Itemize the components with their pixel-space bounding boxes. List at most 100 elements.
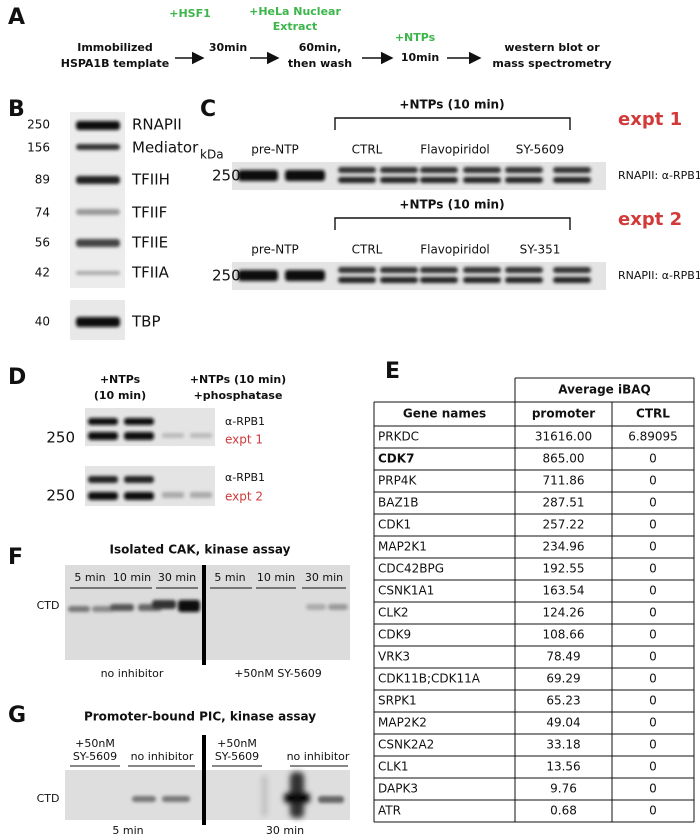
kda-label: 56 [35,236,50,250]
experiment-label: expt 1 [225,433,263,447]
gene-name: VRK3 [378,650,410,664]
ctrl-value: 0 [649,584,657,598]
ctrl-value: 0 [649,518,657,532]
promoter-value: 65.23 [546,694,580,708]
time-label: 5 min [214,571,245,584]
condition-label: SY-5609 [73,750,117,763]
lane-label: SY-5609 [516,143,564,157]
panel-e: E Average iBAQ Gene names promoter CTRL PRKD… [373,359,695,823]
band [380,177,418,183]
ctrl-value: 0 [649,804,657,818]
band [553,167,591,173]
ctrl-value: 0 [649,716,657,730]
table: Average iBAQ Gene names promoter CTRL PRKDC 3… [373,377,695,823]
protein-label: Mediator [132,139,199,157]
band [338,267,376,273]
kda-label: 250 [27,118,50,132]
protein-label: TFIIA [131,264,170,282]
condition-label: SY-5609 [215,750,259,763]
ctrl-value: 0 [649,474,657,488]
protein-label: TFIIH [131,171,170,189]
panel-title: Isolated CAK, kinase assay [110,543,291,557]
divider [202,565,206,665]
bands [238,267,591,283]
antibody-label: α-RPB1 [225,471,265,484]
gel [85,408,215,446]
kda-label: 156 [27,141,50,155]
condition-label: no inhibitor [101,667,164,680]
kda-label: 42 [35,266,50,280]
panel-title: Promoter-bound PIC, kinase assay [84,710,316,724]
lane-label: +NTPs [100,373,141,386]
gene-name: CLK2 [378,606,409,620]
band [285,170,325,181]
protein-label: TFIIF [131,204,167,222]
blot-label: RNAPII: α-RPB1 [618,269,700,282]
ctrl-value: 0 [649,562,657,576]
band [420,267,458,273]
addition-label: +NTPs [395,31,436,44]
condition-label: no inhibitor [131,750,194,763]
gene-name: DAPK3 [378,782,418,796]
panel-letter: B [8,97,25,122]
kda-label: 89 [35,173,50,187]
template-label: HSPA1B template [61,57,170,70]
promoter-value: 0.68 [550,804,577,818]
band [553,177,591,183]
bands [262,772,310,818]
ctrl-value: 0 [649,606,657,620]
bracket [334,117,571,130]
lane-label: Flavopiridol [420,143,490,157]
promoter-value: 124.26 [543,606,585,620]
band [338,177,376,183]
ctrl-value: 0 [649,628,657,642]
band [380,277,418,283]
ctrl-value: 0 [649,672,657,686]
readout-label: western blot or [504,41,600,54]
band-label: CTD [37,792,60,805]
gene-name: BAZ1B [378,496,419,510]
band [238,170,278,181]
band [553,267,591,273]
ctrl-value: 0 [649,650,657,664]
gene-name: PRKDC [378,430,419,444]
addition-label: Extract [273,20,318,33]
gene-name: CSNK1A1 [378,584,434,598]
panel-letter: G [8,703,26,728]
panel-letter: E [385,359,400,384]
promoter-value: 234.96 [543,540,585,554]
protein-label: TFIIE [131,234,168,252]
experiment-label: expt 1 [618,109,682,130]
panel-b: B 250 RNAPII 156 Mediator 89 TFIIH 74 TF… [8,97,199,340]
addition-label: +HSF1 [169,7,211,20]
panel-letter: F [8,545,23,570]
band [463,177,501,183]
bands [238,167,591,183]
condition-label: +50nM SY-5609 [234,667,322,680]
gene-name: CSNK2A2 [378,738,434,752]
gel [70,112,125,288]
bands [76,121,120,327]
ctrl-value: 0 [649,760,657,774]
ctrl-value: 0 [649,782,657,796]
gene-name: CDC42BPG [378,562,444,576]
lane-label: pre-NTP [251,143,299,157]
band [505,267,543,273]
kda-label: 250 [46,487,75,505]
lane-label: SY-351 [520,243,561,257]
panel-g: G Promoter-bound PIC, kinase assay +50nM… [8,703,350,837]
bands [132,796,344,803]
time-label: 5 min [74,571,105,584]
time-label: 30 min [158,571,196,584]
band-rows: 250 RNAPII 156 Mediator 89 TFIIH 74 TFII… [27,116,199,331]
ctrl-value: 0 [649,694,657,708]
column-header: CTRL [636,407,670,421]
promoter-value: 257.22 [543,518,585,532]
bracket-label: +NTPs (10 min) [399,198,504,212]
gel [65,565,350,660]
gene-name: ATR [378,804,401,818]
column-header: Gene names [403,407,486,421]
panel-d: D +NTPs (10 min) +NTPs (10 min) +phospha… [8,365,286,506]
panel-letter: D [8,365,26,390]
